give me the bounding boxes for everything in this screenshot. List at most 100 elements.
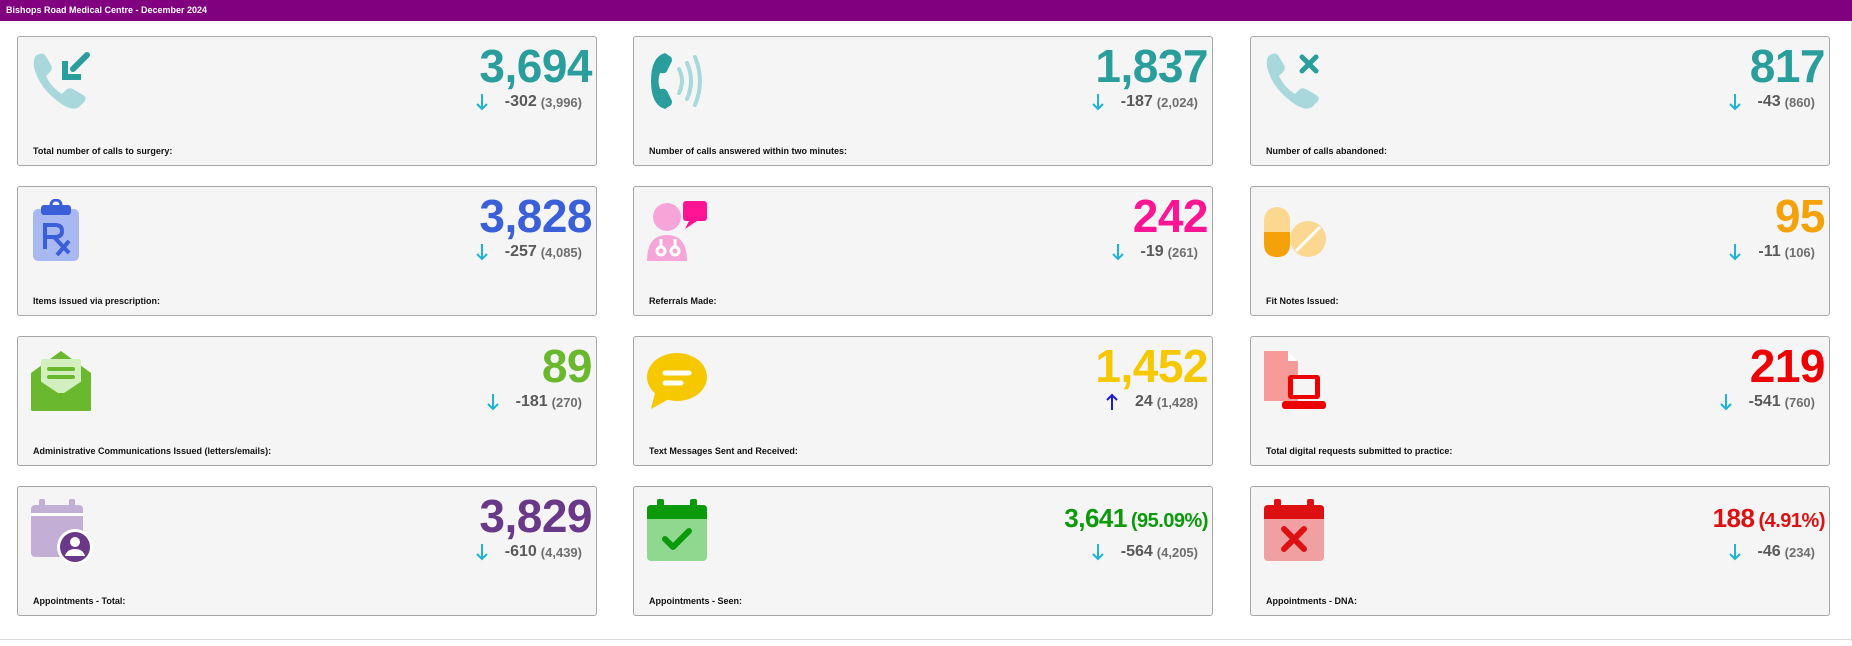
kpi-change-value: -302 <box>504 93 537 110</box>
kpi-label: Total digital requests submitted to prac… <box>1266 446 1453 456</box>
arrow-down-icon <box>1092 94 1104 111</box>
kpi-change-value: -11 <box>1758 243 1781 260</box>
prescription-clipboard-icon <box>33 199 79 261</box>
doctor-chat-icon <box>647 201 707 261</box>
kpi-value: 3,694 <box>479 40 592 92</box>
kpi-change: -564 (4,205) <box>1091 543 1198 561</box>
kpi-previous-value: (106) <box>1784 244 1815 260</box>
kpi-card-digital-requests: 219 -541 (760) Total digital requests su… <box>1250 336 1830 466</box>
kpi-change: -181 (270) <box>486 393 582 411</box>
kpi-change: -257 (4,085) <box>475 243 582 261</box>
kpi-change: -541 (760) <box>1719 393 1815 411</box>
arrow-down-icon <box>1719 394 1732 411</box>
arrow-down-icon <box>476 94 488 111</box>
kpi-label: Referrals Made: <box>649 296 717 306</box>
kpi-change: -19 (261) <box>1111 243 1198 261</box>
kpi-value: 1,837 <box>1095 40 1208 92</box>
arrow-down-icon <box>1728 94 1741 111</box>
kpi-card-calls-abandoned: 817 -43 (860) Number of calls abandoned: <box>1250 36 1830 166</box>
calendar-person-icon <box>31 499 93 563</box>
pills-icon <box>1264 207 1326 257</box>
kpi-previous-value: (4,085) <box>540 244 582 260</box>
kpi-previous-value: (3,996) <box>540 94 582 110</box>
kpi-change: 24 (1,428) <box>1105 393 1198 411</box>
kpi-value-percent: (4.91%) <box>1758 510 1825 532</box>
chat-bubble-icon <box>647 353 707 409</box>
arrow-down-icon <box>1728 544 1741 561</box>
kpi-label: Fit Notes Issued: <box>1266 296 1339 306</box>
kpi-change-value: 24 <box>1135 393 1153 410</box>
kpi-previous-value: (760) <box>1784 394 1815 410</box>
phone-ringing-icon <box>651 53 702 109</box>
kpi-label: Administrative Communications Issued (le… <box>33 446 272 456</box>
kpi-change-value: -181 <box>515 393 548 410</box>
kpi-change: -302 (3,996) <box>475 93 582 111</box>
kpi-value: 188 (4.91%) <box>1712 503 1826 534</box>
calendar-cross-icon <box>1264 499 1324 561</box>
kpi-card-referrals: 242 -19 (261) Referrals Made: <box>633 186 1213 316</box>
kpi-card-prescriptions: 3,828 -257 (4,085) Items issued via pres… <box>17 186 597 316</box>
kpi-change: -43 (860) <box>1728 93 1815 111</box>
calendar-check-icon <box>647 499 707 561</box>
kpi-change-value: -541 <box>1748 393 1781 410</box>
kpi-card-text-messages: 1,452 24 (1,428) Text Messages Sent and … <box>633 336 1213 466</box>
kpi-value-number: 3,641 <box>1064 503 1127 533</box>
kpi-value-number: 188 <box>1712 503 1755 533</box>
kpi-label: Number of calls answered within two minu… <box>649 146 848 156</box>
kpi-card-fit-notes: 95 -11 (106) Fit Notes Issued: <box>1250 186 1830 316</box>
kpi-previous-value: (261) <box>1167 244 1198 260</box>
kpi-value: 89 <box>541 340 593 392</box>
kpi-label: Items issued via prescription: <box>33 296 161 306</box>
kpi-previous-value: (234) <box>1784 544 1815 560</box>
laptop-document-icon <box>1264 351 1326 409</box>
kpi-value-percent: (95.09%) <box>1130 510 1209 532</box>
kpi-value: 219 <box>1749 340 1826 392</box>
kpi-previous-value: (4,439) <box>540 544 582 560</box>
kpi-value: 3,829 <box>479 490 592 542</box>
arrow-down-icon <box>476 244 488 261</box>
kpi-value: 95 <box>1774 190 1826 242</box>
kpi-label: Text Messages Sent and Received: <box>649 446 798 456</box>
phone-incoming-icon <box>33 52 90 109</box>
arrow-down-icon <box>476 544 488 561</box>
kpi-value: 3,828 <box>479 190 592 242</box>
kpi-label: Appointments - DNA: <box>1266 596 1357 606</box>
kpi-change-value: -187 <box>1120 93 1153 110</box>
kpi-previous-value: (1,428) <box>1156 394 1198 410</box>
phone-missed-icon <box>1266 53 1319 109</box>
kpi-change-value: -610 <box>504 543 537 560</box>
arrow-down-icon <box>1729 244 1742 261</box>
open-envelope-icon <box>31 351 91 411</box>
arrow-down-icon <box>1111 244 1124 261</box>
arrow-down-icon <box>486 394 499 411</box>
dashboard-title: Bishops Road Medical Centre - December 2… <box>0 0 1852 21</box>
kpi-card-total-calls: 3,694 -302 (3,996) Total number of calls… <box>17 36 597 166</box>
kpi-card-appointments-total: 3,829 -610 (4,439) Appointments - Total: <box>17 486 597 616</box>
kpi-change-value: -43 <box>1757 93 1781 110</box>
kpi-card-admin-comms: 89 -181 (270) Administrative Communicati… <box>17 336 597 466</box>
kpi-label: Appointments - Seen: <box>649 596 743 606</box>
kpi-card-appointments-seen: 3,641 (95.09%) -564 (4,205) Appointments … <box>633 486 1213 616</box>
kpi-change-value: -257 <box>504 243 537 260</box>
kpi-card-appointments-dna: 188 (4.91%) -46 (234) Appointments - DNA: <box>1250 486 1830 616</box>
kpi-change: -11 (106) <box>1728 243 1815 261</box>
kpi-change: -46 (234) <box>1728 543 1815 561</box>
kpi-value: 817 <box>1749 40 1826 92</box>
kpi-change-value: -19 <box>1140 243 1164 260</box>
kpi-label: Number of calls abandoned: <box>1266 146 1388 156</box>
kpi-change: -610 (4,439) <box>475 543 582 561</box>
kpi-change-value: -564 <box>1120 543 1153 560</box>
kpi-value: 242 <box>1132 190 1209 242</box>
arrow-down-icon <box>1092 544 1104 561</box>
arrow-up-icon <box>1106 393 1118 410</box>
kpi-card-calls-answered: 1,837 -187 (2,024) Number of calls answe… <box>633 36 1213 166</box>
kpi-previous-value: (860) <box>1784 94 1815 110</box>
kpi-label: Total number of calls to surgery: <box>33 146 173 156</box>
bottom-border <box>0 639 1852 640</box>
kpi-previous-value: (4,205) <box>1156 544 1198 560</box>
kpi-value: 1,452 <box>1095 340 1208 392</box>
kpi-value: 3,641 (95.09%) <box>1064 503 1208 534</box>
kpi-previous-value: (270) <box>551 394 582 410</box>
kpi-previous-value: (2,024) <box>1156 94 1198 110</box>
kpi-change: -187 (2,024) <box>1091 93 1198 111</box>
